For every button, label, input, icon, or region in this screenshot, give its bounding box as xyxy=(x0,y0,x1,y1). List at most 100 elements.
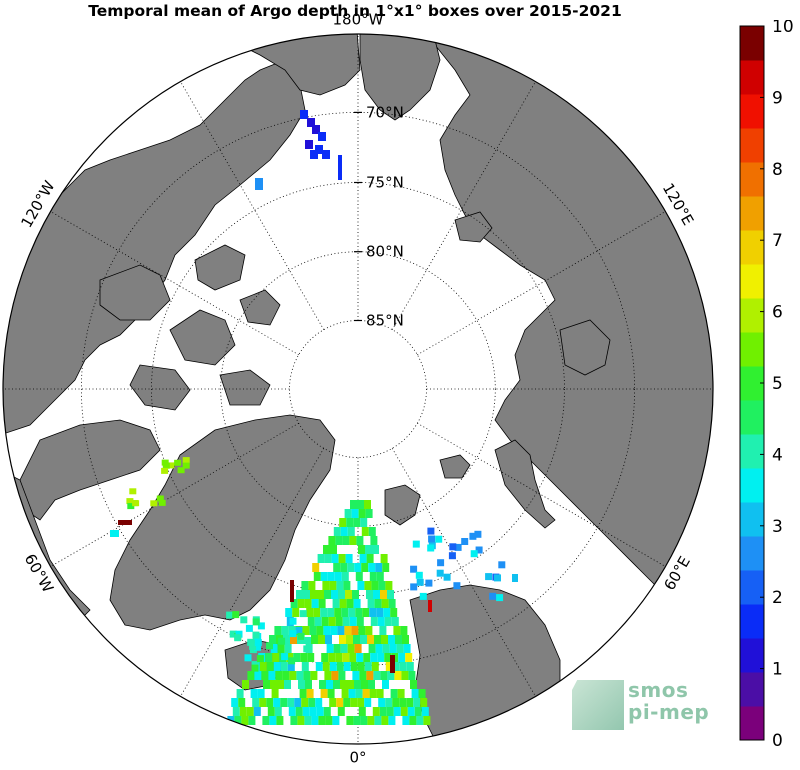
land-franz-josef xyxy=(439,454,471,479)
data-cell xyxy=(344,626,352,635)
land-svalbard xyxy=(384,484,421,526)
data-cell xyxy=(363,653,371,662)
data-cell xyxy=(374,635,381,644)
data-cell xyxy=(334,608,342,617)
data-cell xyxy=(275,671,283,680)
data-cell xyxy=(375,644,383,653)
data-cell xyxy=(331,554,339,563)
data-cell xyxy=(307,118,315,127)
data-cell xyxy=(402,716,410,725)
data-cell xyxy=(333,563,341,572)
data-cell xyxy=(257,622,265,630)
data-cell xyxy=(410,565,418,573)
data-cell xyxy=(306,689,314,698)
data-cell xyxy=(387,590,394,599)
data-cell xyxy=(324,671,332,680)
data-cell xyxy=(356,536,364,545)
data-cell xyxy=(249,642,257,650)
data-cell xyxy=(376,572,384,581)
data-cell xyxy=(370,617,378,626)
data-cell xyxy=(329,662,337,671)
smos-pi-mep-logo: smos pi-mep xyxy=(572,676,722,736)
data-cell xyxy=(292,608,300,617)
data-cell xyxy=(338,671,346,680)
data-cell xyxy=(132,500,140,507)
data-cell xyxy=(290,635,297,644)
data-cell xyxy=(296,590,303,599)
data-cell xyxy=(382,644,390,653)
data-cell xyxy=(416,716,424,725)
data-cell xyxy=(273,662,281,671)
data-cell xyxy=(281,653,289,661)
data-cell xyxy=(320,608,328,617)
data-cell xyxy=(308,698,316,707)
data-cell xyxy=(110,530,119,537)
data-cell xyxy=(269,635,276,644)
colorbar-swatch xyxy=(740,706,764,741)
data-cell xyxy=(252,631,260,639)
data-cell xyxy=(379,707,387,716)
data-cell xyxy=(268,671,276,680)
data-cell xyxy=(358,509,366,518)
data-cell xyxy=(303,590,310,599)
data-cell xyxy=(427,527,435,535)
data-cell xyxy=(395,635,402,644)
data-cell xyxy=(304,599,312,608)
data-cell xyxy=(347,527,355,536)
data-cell xyxy=(371,662,379,671)
data-cell xyxy=(361,680,368,689)
data-cell xyxy=(266,698,274,707)
data-cell xyxy=(313,572,321,581)
land-novaya-zemlya xyxy=(494,439,556,529)
data-cell xyxy=(367,716,375,725)
data-cell xyxy=(311,716,319,725)
data-cell xyxy=(328,536,336,545)
data-cell xyxy=(274,626,282,635)
data-cell xyxy=(387,671,395,680)
data-cell xyxy=(343,698,351,707)
colorbar-swatch xyxy=(740,332,764,367)
data-cell xyxy=(316,707,324,716)
data-cell xyxy=(399,698,407,707)
data-cell xyxy=(251,664,259,672)
data-cell xyxy=(254,639,262,647)
data-cell xyxy=(339,599,347,608)
land-archipelago-5 xyxy=(129,364,191,411)
meridian xyxy=(180,81,325,330)
data-cell xyxy=(229,630,237,638)
data-cell xyxy=(353,716,361,725)
data-cell xyxy=(297,599,305,608)
data-cell xyxy=(238,698,246,707)
data-cell xyxy=(381,599,389,608)
data-cell xyxy=(381,716,389,725)
data-cell xyxy=(359,554,367,563)
data-cell xyxy=(375,563,383,572)
data-cell xyxy=(421,707,429,716)
data-cell xyxy=(361,563,369,572)
data-cell xyxy=(346,518,354,527)
data-cell xyxy=(339,518,347,527)
data-cell xyxy=(341,608,349,617)
data-cell xyxy=(355,608,363,617)
data-cell xyxy=(313,608,321,617)
colorbar-swatch xyxy=(740,128,764,163)
data-cell xyxy=(330,626,338,635)
data-cell xyxy=(255,178,263,190)
colorbar-tick-label: 8 xyxy=(772,160,783,180)
data-cell xyxy=(284,680,291,689)
data-cell xyxy=(397,689,405,698)
data-cell xyxy=(360,635,367,644)
data-cell xyxy=(315,145,323,154)
data-cell xyxy=(351,509,359,518)
land-greenland xyxy=(109,414,336,631)
data-cell xyxy=(318,716,326,725)
data-cell xyxy=(311,635,318,644)
data-cell xyxy=(353,599,361,608)
data-cell xyxy=(428,535,436,543)
data-cell xyxy=(324,590,331,599)
data-cell xyxy=(420,698,428,707)
data-cell xyxy=(270,680,277,689)
data-cell xyxy=(365,509,373,518)
data-cell xyxy=(364,698,372,707)
data-cell xyxy=(322,581,330,590)
